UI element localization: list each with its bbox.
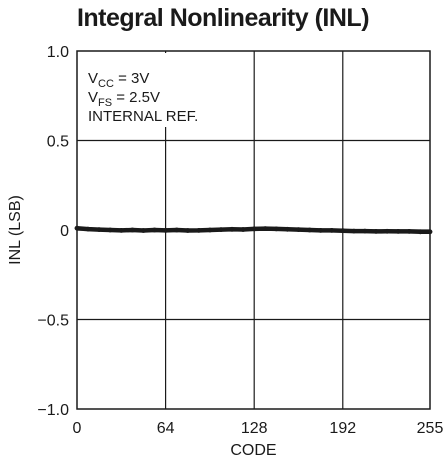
inl-point bbox=[296, 227, 301, 233]
y-tick-label: 0 bbox=[60, 223, 69, 240]
inl-point bbox=[152, 227, 157, 233]
inl-point bbox=[118, 228, 124, 233]
inl-point bbox=[340, 228, 346, 234]
x-tick-labels: 0 64 128 192 255 bbox=[73, 420, 444, 437]
y-tick-labels: 1.0 0.5 0 −0.5 −1.0 bbox=[37, 44, 69, 419]
inl-point bbox=[229, 226, 235, 232]
inl-point bbox=[262, 226, 268, 232]
x-tick-label: 64 bbox=[157, 420, 175, 437]
y-tick-label: −0.5 bbox=[37, 313, 69, 330]
inl-point bbox=[141, 228, 146, 233]
inl-point bbox=[351, 228, 357, 234]
inl-point bbox=[207, 227, 213, 233]
inl-point bbox=[107, 227, 113, 233]
inl-point bbox=[318, 228, 323, 233]
inl-point bbox=[384, 228, 390, 234]
annotation-box bbox=[78, 53, 204, 127]
inl-point bbox=[163, 228, 169, 233]
inl-point bbox=[251, 226, 257, 232]
x-tick-label: 192 bbox=[329, 420, 356, 437]
vcc-annotation: VCC = 3V bbox=[88, 70, 149, 90]
inl-point bbox=[96, 227, 102, 233]
inl-point bbox=[273, 226, 279, 232]
inl-point bbox=[427, 229, 433, 235]
inl-point bbox=[196, 228, 202, 233]
inl-point bbox=[395, 229, 401, 234]
inl-point bbox=[406, 229, 412, 234]
x-axis-label: CODE bbox=[230, 442, 276, 459]
inl-series bbox=[74, 225, 433, 235]
reference-annotation: INTERNAL REF. bbox=[88, 108, 198, 125]
inl-point bbox=[362, 228, 368, 234]
inl-point bbox=[185, 228, 191, 233]
inl-point bbox=[174, 227, 180, 233]
y-tick-label: −1.0 bbox=[37, 402, 69, 419]
x-tick-label: 0 bbox=[73, 420, 82, 437]
x-tick-label: 255 bbox=[417, 420, 444, 437]
inl-point bbox=[85, 226, 91, 232]
x-tick-label: 128 bbox=[241, 420, 268, 437]
inl-point bbox=[218, 227, 224, 233]
inl-point bbox=[130, 227, 135, 233]
inl-point bbox=[307, 227, 312, 233]
conditions-annotation: VCC = 3V VFS = 2.5V INTERNAL REF. bbox=[88, 70, 198, 125]
inl-point bbox=[285, 226, 290, 232]
inl-point bbox=[373, 229, 379, 234]
inl-point bbox=[329, 228, 335, 233]
inl-point bbox=[240, 227, 246, 232]
y-tick-label: 0.5 bbox=[47, 134, 69, 151]
chart-title: Integral Nonlinearity (INL) bbox=[76, 4, 370, 32]
inl-point bbox=[74, 225, 80, 231]
y-tick-label: 1.0 bbox=[47, 44, 69, 61]
inl-point bbox=[417, 229, 423, 235]
vfs-annotation: VFS = 2.5V bbox=[88, 89, 160, 109]
y-axis-label: INL (LSB) bbox=[7, 195, 24, 265]
